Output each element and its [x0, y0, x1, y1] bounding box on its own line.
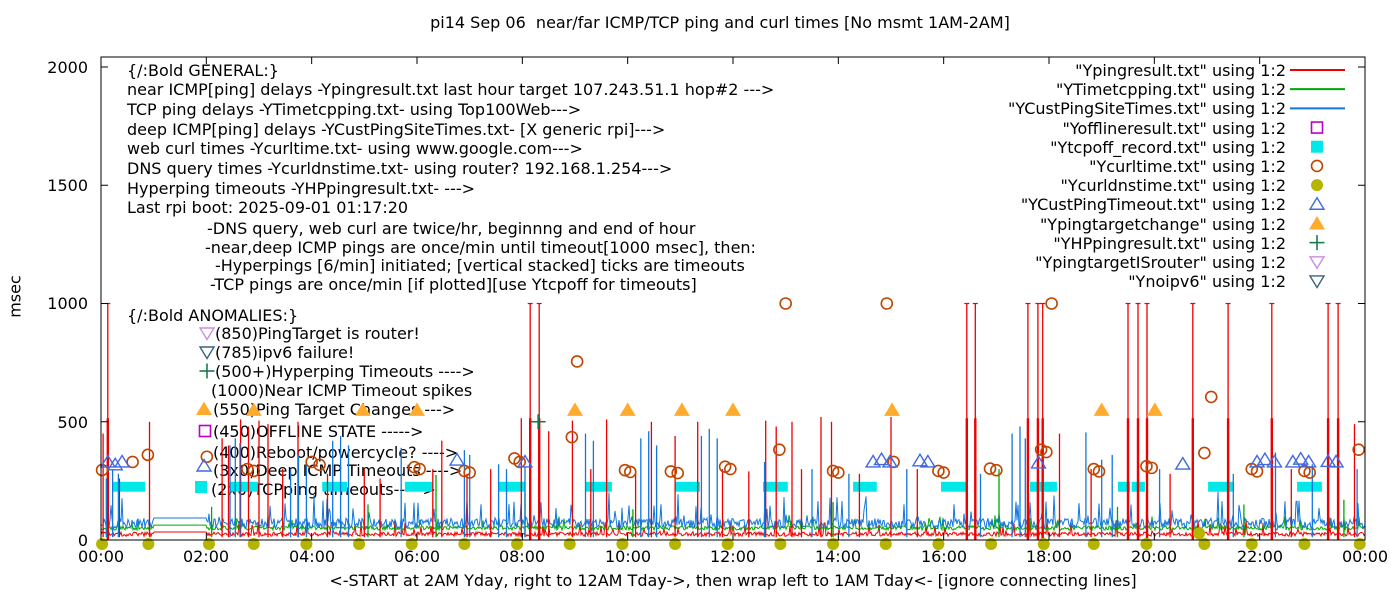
- x-tick-label: 14:00: [814, 547, 862, 566]
- x-axis-caption: <-START at 2AM Yday, right to 12AM Tday-…: [329, 571, 1137, 590]
- general-note: -TCP pings are once/min [if plotted][use…: [210, 275, 697, 294]
- y-tick-label: 0: [77, 531, 88, 550]
- x-tick-label: 08:00: [498, 547, 546, 566]
- anomaly-line: (500+)Hyperping Timeouts ---->: [215, 362, 475, 381]
- x-tick-label: 22:00: [1236, 547, 1284, 566]
- general-note: -Hyperpings [6/min] initiated; [vertical…: [215, 256, 745, 275]
- legend-label: "Ypingresult.txt" using 1:2: [1075, 61, 1286, 80]
- legend-label: "YCustPingTimeout.txt" using 1:2: [1020, 195, 1286, 214]
- legend-label: "Ytcpoff_record.txt" using 1:2: [1050, 138, 1286, 157]
- legend-label: "YTimetcpping.txt" using 1:2: [1055, 80, 1286, 99]
- anomaly-line: (1000)Near ICMP Timeout spikes: [211, 381, 473, 400]
- legend-label: "Yofflineresult.txt" using 1:2: [1062, 119, 1286, 138]
- y-tick-label: 500: [57, 413, 88, 432]
- legend-label: "Ypingtargetchange" using 1:2: [1039, 215, 1286, 234]
- y-tick-label: 2000: [47, 58, 88, 77]
- x-tick-label: 06:00: [393, 547, 441, 566]
- general-line: near ICMP[ping] delays -Ypingresult.txt …: [127, 80, 775, 99]
- general-title: {/:Bold GENERAL:}: [127, 61, 279, 80]
- legend-label: "Ycurltime.txt" using 1:2: [1089, 157, 1286, 176]
- x-tick-label: 00:00: [77, 547, 125, 566]
- general-note: -DNS query, web curl are twice/hr, begin…: [207, 219, 696, 238]
- y-tick-label: 1000: [47, 294, 88, 313]
- x-tick-label: 04:00: [288, 547, 336, 566]
- x-tick-label: 10:00: [604, 547, 652, 566]
- general-line: Hyperping timeouts -YHPpingresult.txt- -…: [127, 179, 476, 198]
- anomaly-line: (785)ipv6 failure!: [215, 343, 355, 362]
- legend-label: "YCustPingSiteTimes.txt" using 1:2: [1007, 99, 1286, 118]
- general-line: TCP ping delays -YTimetcpping.txt- using…: [127, 100, 582, 119]
- legend-label: "Ycurldnstime.txt" using 1:2: [1060, 176, 1286, 195]
- general-line: Last rpi boot: 2025-09-01 01:17:20: [127, 198, 409, 217]
- general-line: web curl times -Ycurltime.txt- using www…: [127, 139, 583, 158]
- general-line: deep ICMP[ping] delays -YCustPingSiteTim…: [127, 120, 666, 139]
- x-tick-label: 18:00: [1025, 547, 1073, 566]
- x-tick-label: 02:00: [182, 547, 230, 566]
- legend-label: "YHPpingresult.txt" using 1:2: [1053, 234, 1286, 253]
- anomaly-line: (400)Reboot/powercycle? ---->: [213, 443, 459, 462]
- chart-title: pi14 Sep 06 near/far ICMP/TCP ping and c…: [430, 13, 1010, 32]
- x-tick-label: 00:00: [1341, 547, 1389, 566]
- y-tick-label: 1500: [47, 176, 88, 195]
- legend-label: "Ynoipv6" using 1:2: [1128, 272, 1286, 291]
- anomalies-title: {/:Bold ANOMALIES:}: [127, 306, 299, 325]
- general-note: -near,deep ICMP pings are once/min until…: [205, 238, 756, 257]
- anomaly-line: (850)PingTarget is router!: [215, 324, 420, 343]
- x-tick-label: 16:00: [920, 547, 968, 566]
- general-line: DNS query times -Ycurldnstime.txt- using…: [127, 159, 673, 178]
- x-tick-label: 20:00: [1130, 547, 1178, 566]
- legend-label: "YpingtargetISrouter" using 1:2: [1035, 253, 1286, 272]
- x-tick-label: 12:00: [709, 547, 757, 566]
